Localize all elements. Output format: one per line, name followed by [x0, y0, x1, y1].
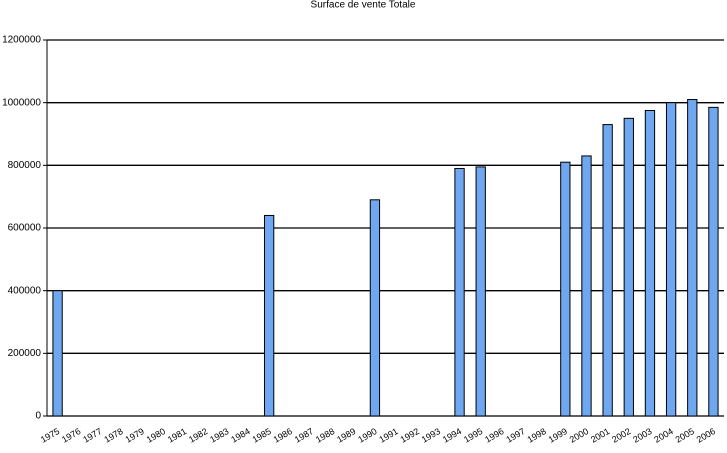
- bar: [665, 102, 677, 417]
- bar: [644, 110, 656, 417]
- bar: [369, 199, 381, 417]
- bar: [602, 124, 613, 417]
- bar: [708, 106, 719, 417]
- y-tick-label: 1000000: [2, 97, 41, 108]
- x-tick-label: 1994: [441, 426, 463, 445]
- y-tick-label: 800000: [8, 160, 42, 171]
- x-tick-label: 1983: [208, 426, 230, 445]
- bar: [687, 99, 698, 417]
- x-tick-label: 1979: [124, 426, 146, 445]
- bar: [263, 214, 275, 417]
- x-tick-label: 1992: [399, 426, 421, 445]
- bar: [52, 290, 63, 417]
- bar: [623, 117, 634, 417]
- x-tick-label: 1976: [60, 426, 82, 445]
- x-tick-label: 1996: [483, 426, 505, 445]
- y-tick-label: 0: [35, 411, 41, 422]
- x-tick-label: 1981: [166, 426, 188, 445]
- x-tick-label: 1978: [102, 426, 124, 445]
- x-tick-label: 1977: [81, 426, 103, 445]
- x-tick-label: 1989: [335, 426, 357, 445]
- x-tick-label: 2001: [589, 426, 611, 445]
- x-tick-label: 1993: [420, 426, 442, 445]
- x-tick-label: 1987: [293, 426, 315, 445]
- x-tick-label: 1982: [187, 426, 209, 445]
- x-tick-label: 1984: [229, 426, 251, 445]
- x-tick-label: 1986: [272, 426, 294, 445]
- x-tick-label: 1988: [314, 426, 336, 445]
- x-tick-label: 2004: [652, 426, 674, 445]
- bar: [475, 166, 486, 417]
- x-tick-label: 1998: [525, 426, 547, 445]
- y-tick-label: 1200000: [2, 35, 41, 46]
- bar: [581, 155, 592, 417]
- x-tick-label: 1990: [356, 426, 378, 445]
- x-tick-label: 2006: [695, 426, 717, 445]
- chart-title: Surface de vente Totale: [311, 0, 416, 11]
- bar: [454, 167, 465, 417]
- x-tick-label: 1980: [145, 426, 167, 445]
- bar: [560, 161, 571, 417]
- x-tick-label: 1975: [39, 426, 61, 445]
- x-tick-label: 2003: [631, 426, 653, 445]
- x-tick-label: 1997: [504, 426, 526, 445]
- x-tick-label: 2002: [610, 426, 632, 445]
- x-tick-label: 1999: [547, 426, 569, 445]
- y-tick-label: 600000: [8, 223, 42, 234]
- y-tick-label: 400000: [8, 285, 42, 296]
- x-tick-label: 2005: [674, 426, 696, 445]
- x-tick-label: 1985: [250, 426, 272, 445]
- y-tick-label: 200000: [8, 348, 42, 359]
- x-tick-label: 1995: [462, 426, 484, 445]
- x-tick-label: 2000: [568, 426, 590, 445]
- x-tick-label: 1991: [377, 426, 399, 445]
